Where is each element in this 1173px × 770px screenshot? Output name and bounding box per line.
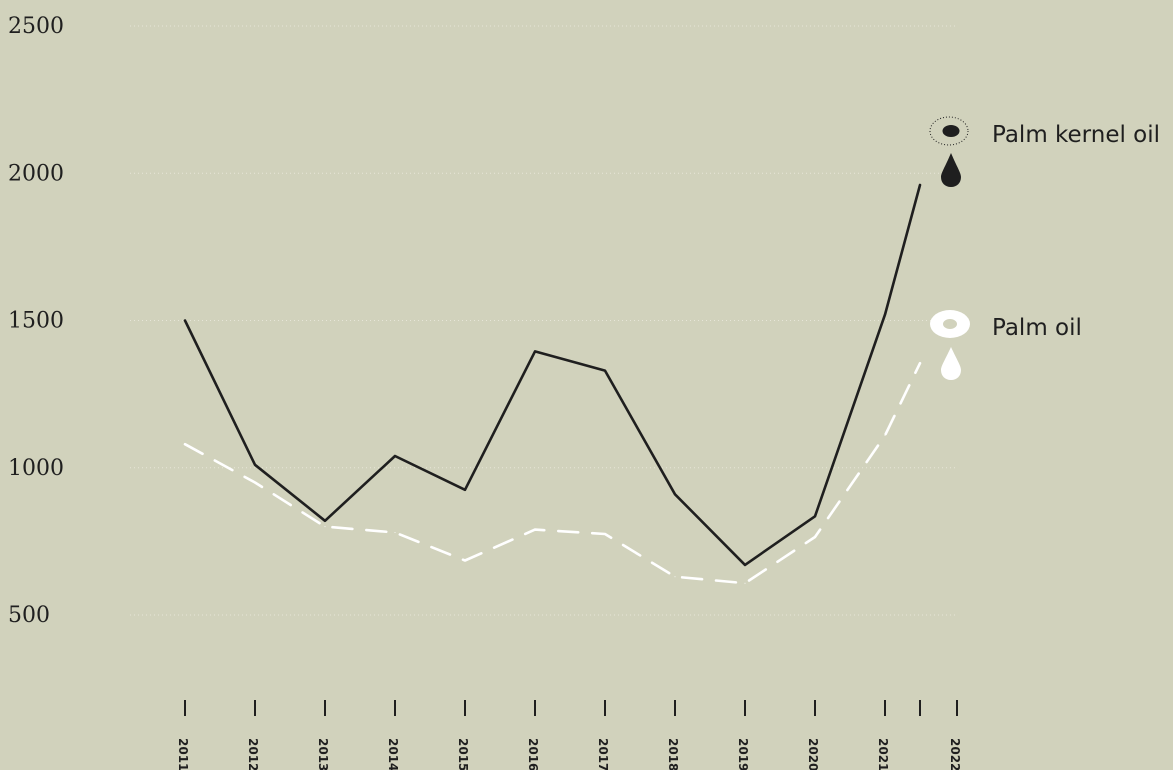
data-point [534, 350, 536, 352]
data-point [604, 533, 606, 535]
y-tick-label: 2500 [8, 14, 64, 39]
legend-label: Palm oil [992, 315, 1082, 341]
data-point [674, 576, 676, 578]
y-tick-label: 1500 [8, 309, 64, 334]
data-point [464, 560, 466, 562]
data-point [814, 536, 816, 538]
data-point [744, 564, 746, 566]
x-tick-label: 2020 [806, 738, 820, 770]
data-point [324, 520, 326, 522]
x-tick-label: 2011 [176, 738, 190, 770]
x-tick-label: 2021 [876, 738, 890, 770]
x-tick-label: 2022 [948, 738, 962, 770]
data-point [814, 515, 816, 517]
data-point [604, 370, 606, 372]
data-point [254, 481, 256, 483]
legend-item: Palm oil [930, 310, 1082, 380]
legend: Palm kernel oil Palm oil [929, 116, 1160, 380]
legend-label: Palm kernel oil [992, 122, 1160, 148]
x-tick-label: 2014 [386, 738, 400, 770]
y-axis: 2500 2000 1500 1000 500 [8, 14, 64, 628]
grid-layer [130, 25, 955, 616]
data-point [184, 320, 186, 321]
white-oil-drop-icon [930, 310, 970, 380]
data-point [534, 529, 536, 531]
data-point [884, 314, 886, 316]
dark-oil-drop-icon [929, 116, 969, 187]
x-tick-label: 2013 [316, 738, 330, 770]
x-tick-label: 2012 [246, 738, 260, 770]
data-point [674, 493, 676, 495]
series-line-palm-kernel-oil [183, 183, 922, 567]
data-point [394, 455, 396, 457]
x-tick-label: 2015 [456, 738, 470, 770]
data-point [324, 526, 326, 528]
data-point [744, 582, 746, 584]
legend-item: Palm kernel oil [929, 116, 1160, 187]
series-line-palm-oil [183, 361, 922, 585]
data-point [884, 434, 886, 436]
y-tick-label: 1000 [8, 456, 64, 481]
x-tick-label: 2017 [596, 738, 610, 770]
data-point [464, 489, 466, 491]
x-tick-label: 2019 [736, 738, 750, 770]
data-point [919, 184, 921, 186]
y-tick-label: 2000 [8, 161, 64, 186]
data-point [394, 532, 396, 534]
series-layer [183, 183, 922, 585]
data-point [254, 464, 256, 466]
data-point [919, 362, 921, 364]
x-axis: 2011 2012 2013 2014 2015 2016 2017 2018 2019 2020… [176, 700, 962, 770]
x-tick-label: 2016 [526, 738, 540, 770]
y-tick-label: 500 [8, 603, 50, 628]
x-tick-label: 2018 [666, 738, 680, 770]
data-point [184, 443, 186, 445]
